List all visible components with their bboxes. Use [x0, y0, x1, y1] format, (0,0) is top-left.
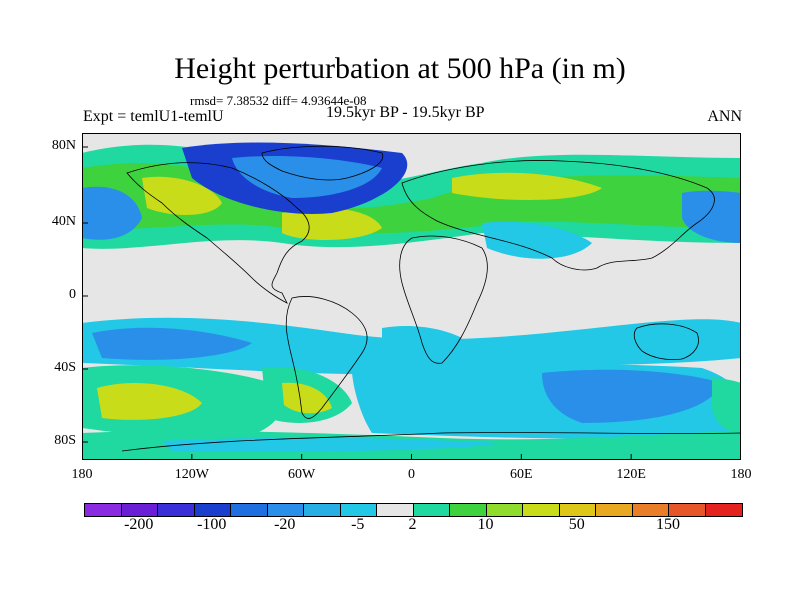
colorbar-swatch	[194, 504, 231, 516]
sh-pos-mid-inner	[282, 382, 332, 414]
colorbar-swatch	[486, 504, 523, 516]
colorbar-label: 10	[477, 516, 494, 533]
colorbar-swatch	[158, 504, 195, 516]
greenland-coast	[261, 145, 384, 181]
colorbar-swatch	[377, 504, 414, 516]
colorbar-label: 2	[408, 516, 417, 533]
lat-tick-label: 80N	[51, 138, 76, 153]
arctic-low-inner	[232, 156, 382, 198]
colorbar-swatch	[632, 504, 669, 516]
lat-tick-label: 40N	[51, 214, 76, 229]
map-panel	[82, 133, 741, 460]
colorbar-label: -5	[351, 516, 365, 533]
colorbar-label: -100	[197, 516, 227, 533]
colorbar-swatch	[450, 504, 487, 516]
pacific-low	[82, 186, 142, 240]
africa-coast	[399, 235, 488, 364]
colorbar-swatch	[523, 504, 560, 516]
colorbar-label: -200	[124, 516, 154, 533]
nh-peak-west	[142, 176, 222, 215]
plot-title: Height perturbation at 500 hPa (in m)	[174, 52, 626, 85]
lon-tick-label: 120W	[174, 467, 209, 482]
sh-neg-west	[92, 327, 252, 360]
colorbar-swatch	[304, 504, 341, 516]
experiment-label: Expt = temlU1-temlU	[83, 108, 224, 125]
lat-tick-label: 80S	[54, 433, 76, 448]
colorbar-swatch	[669, 504, 706, 516]
colorbar-swatch	[413, 504, 450, 516]
north-america-coast	[126, 162, 310, 304]
colorbar-swatch	[231, 504, 268, 516]
south-america-coast	[285, 296, 368, 419]
axis-ticks	[82, 146, 741, 460]
sh-pos-west-inner	[97, 383, 202, 420]
lon-tick-label: 60W	[288, 467, 316, 482]
season-label: ANN	[707, 108, 742, 125]
colorbar	[84, 503, 743, 517]
coastlines	[121, 145, 741, 452]
colorbar-label: 150	[656, 516, 680, 533]
colorbar-swatch	[340, 504, 377, 516]
sh-neg-east-inner	[542, 369, 722, 423]
lon-tick-label: 0	[408, 467, 415, 482]
lon-tick-label: 180	[71, 467, 93, 482]
colorbar-swatch	[705, 504, 742, 516]
australia-coast	[633, 323, 699, 360]
nh-peak-east	[452, 172, 602, 200]
colorbar-swatch	[267, 504, 304, 516]
tropical-neg-africa	[382, 326, 462, 347]
sh-pos-east	[712, 378, 741, 433]
colorbar-swatch	[85, 504, 122, 516]
lon-tick-label: 60E	[510, 467, 533, 482]
eurasia-low	[482, 221, 592, 259]
antarctic-inner	[162, 437, 502, 452]
colorbar-label: 50	[568, 516, 585, 533]
nh-peak-mid	[282, 208, 382, 240]
lon-tick-label: 120E	[616, 467, 646, 482]
lat-tick-label: 0	[69, 287, 76, 302]
pacific-low-east	[682, 190, 741, 243]
period-label: 19.5kyr BP - 19.5kyr BP	[326, 104, 485, 121]
eurasia-coast	[401, 160, 715, 271]
lon-tick-label: 180	[730, 467, 752, 482]
colorbar-swatch	[121, 504, 158, 516]
colorbar-swatch	[596, 504, 633, 516]
stats-label: rmsd= 7.38532 diff= 4.93644e-08	[190, 93, 367, 108]
colorbar-label: -20	[274, 516, 296, 533]
antarctica-coast	[121, 432, 741, 452]
lat-tick-label: 40S	[54, 360, 76, 375]
colorbar-swatch	[559, 504, 596, 516]
contour-field	[82, 142, 741, 460]
